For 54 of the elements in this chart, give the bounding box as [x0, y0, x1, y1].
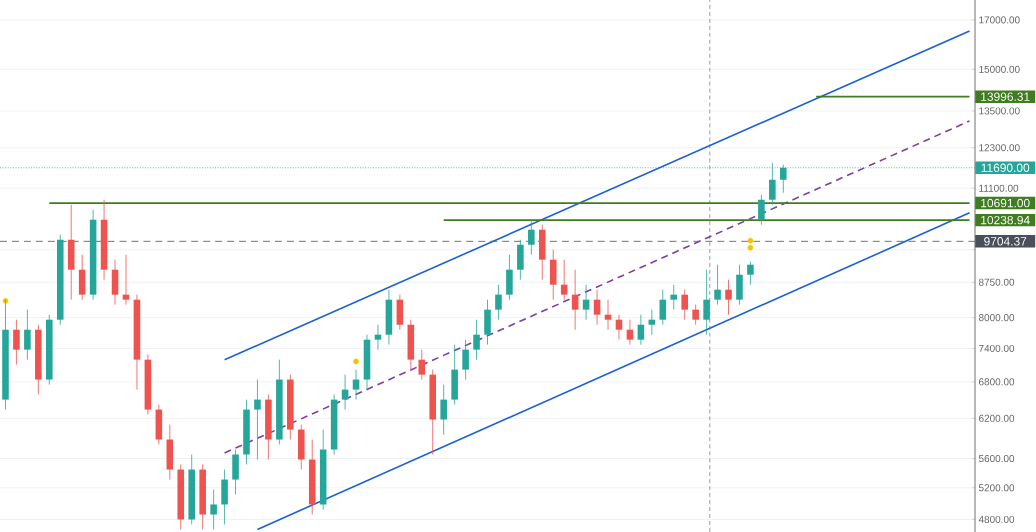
y-tick-label: 6200.00 — [979, 414, 1015, 422]
ref-line-label: 11690.00 — [981, 163, 1030, 173]
candlestick — [758, 194, 765, 226]
y-tick-label: 7400.00 — [979, 344, 1015, 352]
y-tick-label: 11100.00 — [979, 184, 1019, 192]
candlestick — [769, 162, 776, 206]
y-tick-label: 6800.00 — [979, 378, 1015, 386]
candlestick — [473, 319, 480, 361]
candlestick — [681, 289, 688, 321]
candlestick — [626, 319, 634, 346]
series-label: 13996.31 — [981, 92, 1030, 101]
candlestick — [648, 309, 656, 336]
y-tick-label: 4800.00 — [978, 515, 1015, 523]
candlestick — [747, 261, 754, 286]
candlestick — [615, 314, 623, 341]
y-tick-label: 5600.00 — [978, 455, 1015, 463]
candlestick — [582, 284, 590, 321]
series-label: 10691.00 — [981, 198, 1030, 208]
candlestick — [703, 269, 710, 336]
candlestick — [714, 264, 721, 306]
candlestick — [692, 304, 699, 326]
series-label: 10238.94 — [981, 215, 1030, 225]
candlestick — [604, 299, 612, 331]
y-tick-label: 12300.00 — [979, 144, 1020, 152]
candlestick — [352, 369, 360, 401]
candlestick — [637, 314, 645, 346]
y-tick-label: 15000.00 — [979, 65, 1020, 73]
candlestick — [440, 384, 447, 435]
candlestick — [670, 284, 678, 311]
candlestick — [341, 374, 349, 410]
candlestick — [725, 279, 732, 316]
candlestick — [560, 259, 568, 301]
point — [747, 237, 754, 244]
candlestick — [13, 319, 20, 366]
candlestick — [374, 324, 382, 351]
y-tick-label: 8750.00 — [978, 278, 1015, 286]
ref-line-label: 9704.37 — [984, 237, 1027, 246]
candlestick — [418, 349, 426, 380]
candlestick — [571, 269, 579, 331]
y-tick-label: 13500.00 — [979, 107, 1020, 115]
candlestick — [659, 289, 667, 326]
y-tick-label: 17000.00 — [979, 16, 1020, 24]
candlestick — [462, 339, 469, 380]
y-tick-label: 5200.00 — [978, 484, 1015, 492]
candlestick — [254, 379, 261, 460]
y-tick-label: 8000.00 — [978, 314, 1015, 322]
candlestick — [495, 284, 502, 321]
candlestick — [122, 254, 130, 306]
candlestick — [528, 219, 535, 256]
point — [747, 244, 754, 251]
candlestick — [210, 489, 217, 530]
candlestick — [24, 309, 31, 361]
point — [353, 358, 359, 365]
candlestick — [593, 289, 601, 326]
